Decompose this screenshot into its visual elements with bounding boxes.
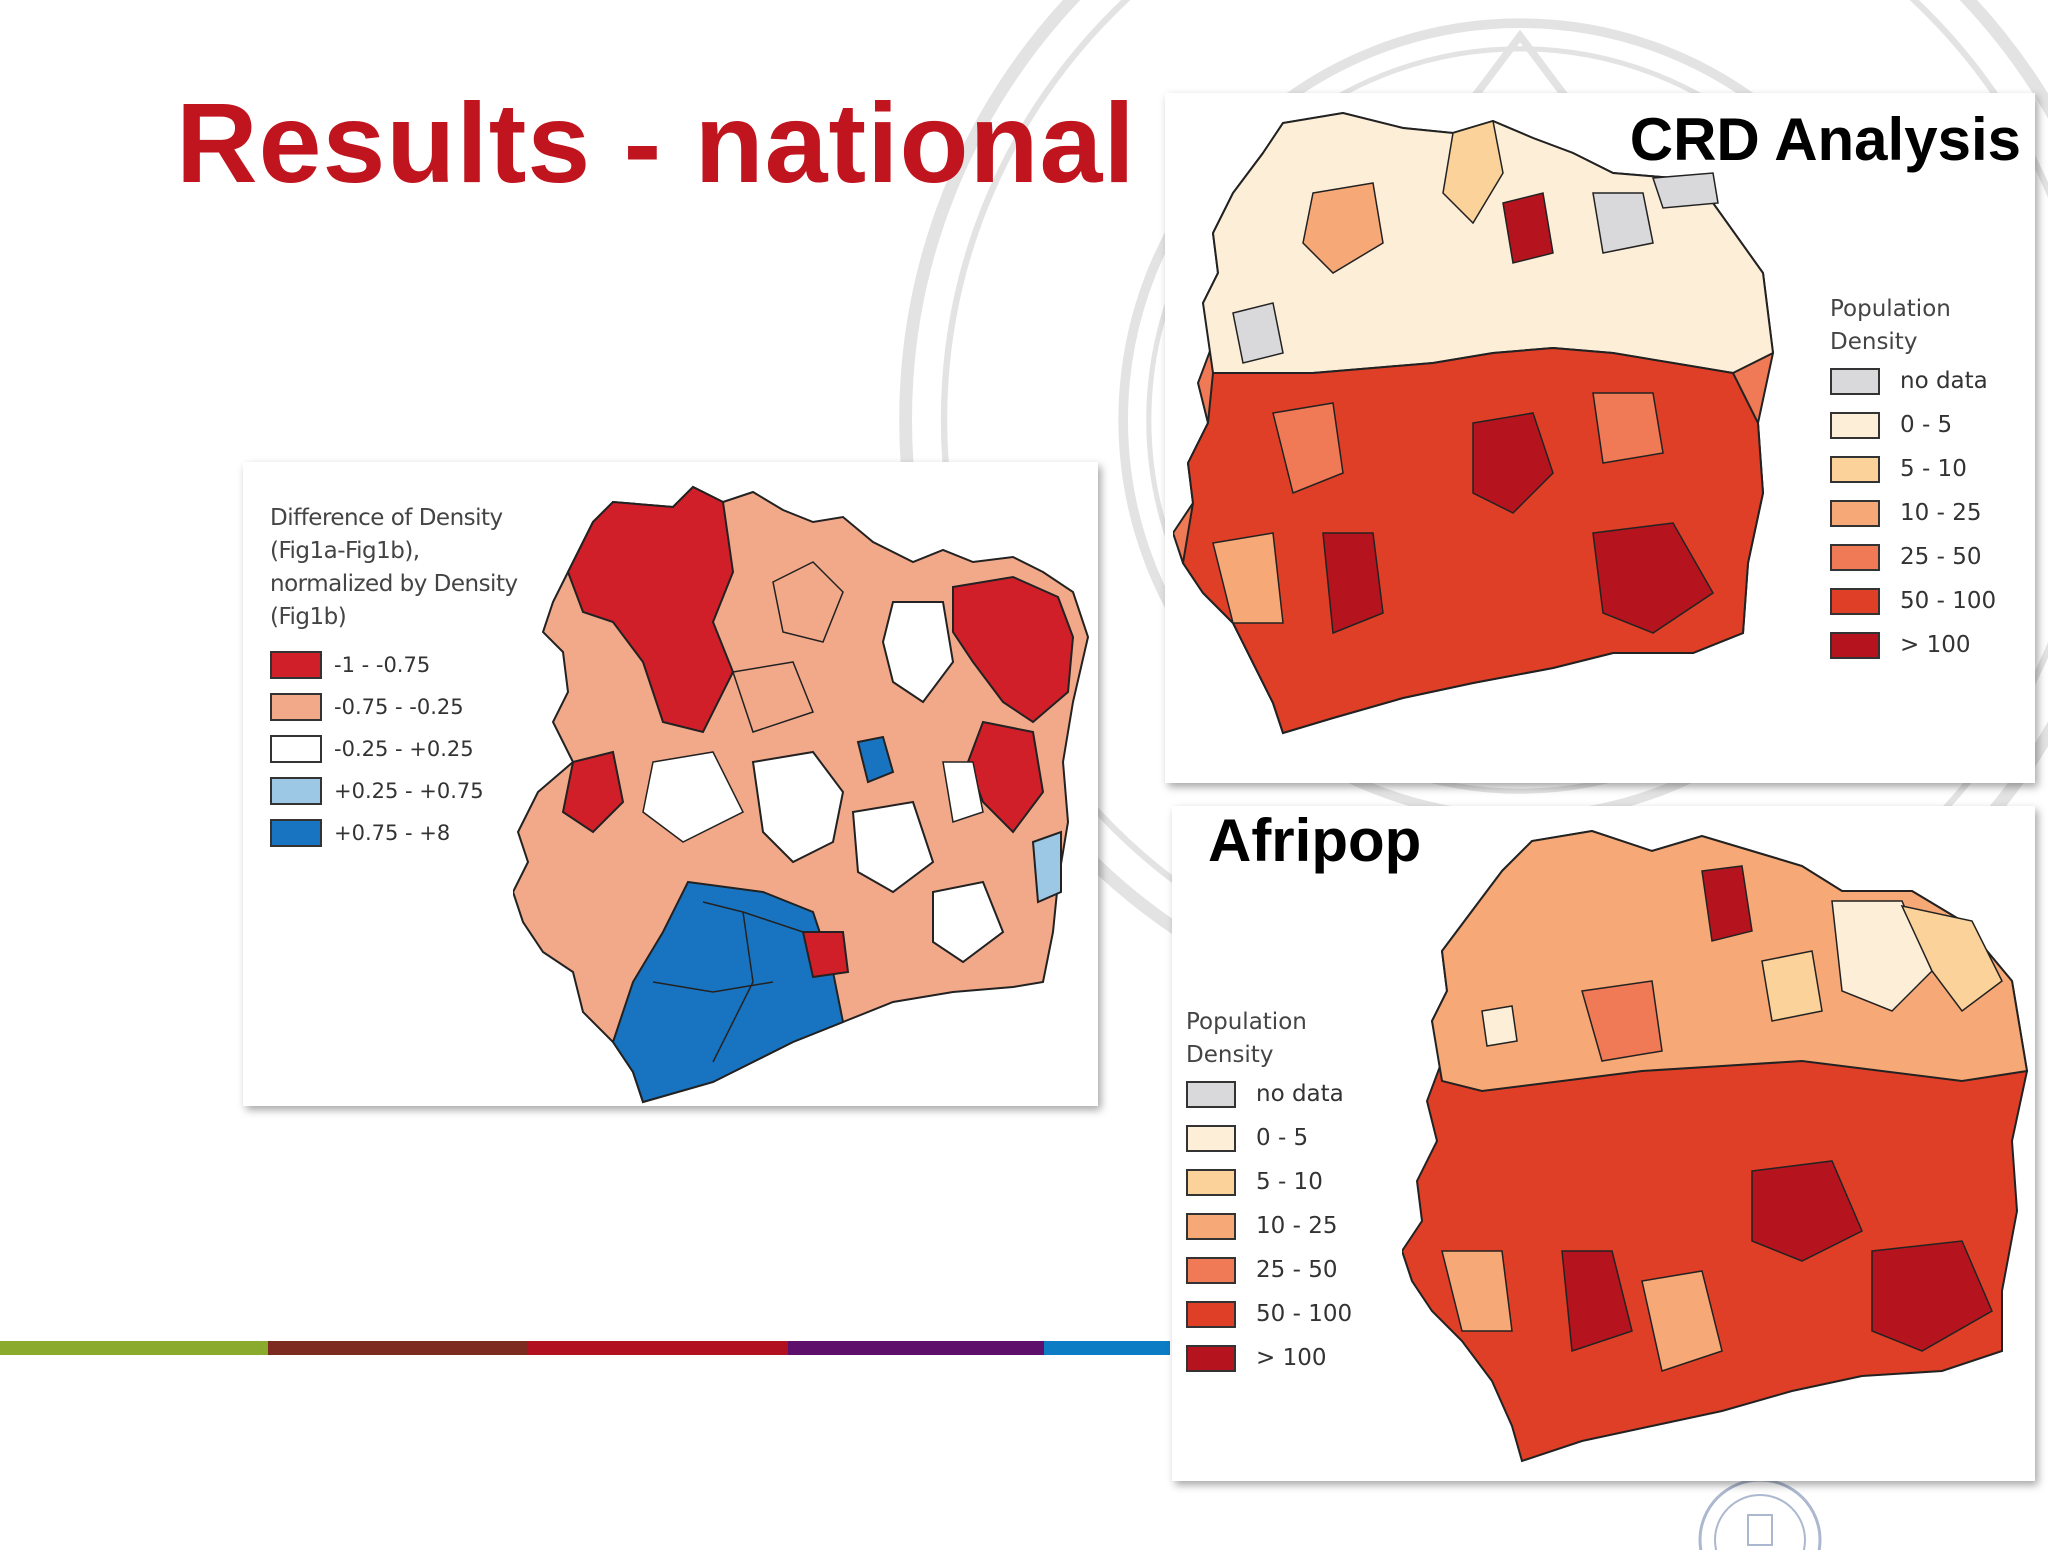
legend-swatch — [1830, 587, 1880, 615]
crd-legend: Population Density no data 0 - 5 5 - 10 … — [1830, 293, 2030, 667]
legend-swatch — [270, 651, 322, 679]
legend-item: +0.25 - +0.75 — [270, 770, 520, 812]
accent-bar-red — [528, 1341, 788, 1355]
legend-label: 0 - 5 — [1900, 412, 1953, 438]
legend-title: Population Density — [1830, 296, 1951, 355]
legend-item: 5 - 10 — [1186, 1160, 1386, 1204]
legend-swatch — [1186, 1080, 1236, 1108]
legend-label: 5 - 10 — [1900, 456, 1967, 482]
legend-title: Difference of Density (Fig1a-Fig1b), nor… — [270, 505, 518, 630]
legend-item: 5 - 10 — [1830, 447, 2030, 491]
accent-bar-brown — [268, 1341, 528, 1355]
legend-label: 50 - 100 — [1256, 1301, 1353, 1327]
legend-label: +0.25 - +0.75 — [334, 779, 484, 803]
accent-bar-green — [0, 1341, 268, 1355]
legend-swatch — [270, 693, 322, 721]
legend-swatch — [1186, 1168, 1236, 1196]
legend-item: 50 - 100 — [1830, 579, 2030, 623]
legend-label: no data — [1256, 1081, 1344, 1107]
accent-bar-purple — [788, 1341, 1044, 1355]
legend-item: 10 - 25 — [1186, 1204, 1386, 1248]
legend-label: -0.75 - -0.25 — [334, 695, 464, 719]
legend-swatch — [270, 777, 322, 805]
afripop-panel: Afripop Population Density no data 0 - 5… — [1172, 806, 2035, 1481]
legend-item: 25 - 50 — [1186, 1248, 1386, 1292]
legend-label: +0.75 - +8 — [334, 821, 451, 845]
legend-item: no data — [1186, 1072, 1386, 1116]
difference-map-legend: Difference of Density (Fig1a-Fig1b), nor… — [270, 502, 520, 854]
legend-swatch — [1186, 1344, 1236, 1372]
accent-bar-blue — [1044, 1341, 1170, 1355]
legend-item: -0.75 - -0.25 — [270, 686, 520, 728]
legend-title: Population Density — [1186, 1009, 1307, 1068]
legend-label: 25 - 50 — [1900, 544, 1982, 570]
legend-item: -0.25 - +0.25 — [270, 728, 520, 770]
afripop-map — [1402, 829, 2029, 1463]
legend-swatch — [1186, 1124, 1236, 1152]
legend-label: 0 - 5 — [1256, 1125, 1309, 1151]
legend-label: > 100 — [1900, 632, 1971, 658]
legend-label: > 100 — [1256, 1345, 1327, 1371]
crd-analysis-title: CRD Analysis — [1629, 106, 2021, 173]
legend-swatch — [270, 819, 322, 847]
legend-label: 10 - 25 — [1256, 1213, 1338, 1239]
legend-swatch — [1186, 1256, 1236, 1284]
legend-item: -1 - -0.75 — [270, 644, 520, 686]
legend-item: +0.75 - +8 — [270, 812, 520, 854]
legend-swatch — [1830, 499, 1880, 527]
legend-item: 10 - 25 — [1830, 491, 2030, 535]
afripop-title: Afripop — [1208, 807, 1422, 874]
slide-title: Results - national — [176, 80, 1136, 206]
afripop-legend: Population Density no data 0 - 5 5 - 10 … — [1186, 1006, 1386, 1380]
legend-label: 50 - 100 — [1900, 588, 1997, 614]
legend-label: no data — [1900, 368, 1988, 394]
legend-swatch — [1186, 1212, 1236, 1240]
legend-swatch — [1830, 543, 1880, 571]
legend-label: 5 - 10 — [1256, 1169, 1323, 1195]
legend-swatch — [1830, 367, 1880, 395]
legend-swatch — [270, 735, 322, 763]
legend-label: -0.25 - +0.25 — [334, 737, 474, 761]
difference-map — [513, 485, 1090, 1104]
legend-item: > 100 — [1186, 1336, 1386, 1380]
legend-item: > 100 — [1830, 623, 2030, 667]
accent-color-bar — [0, 1341, 1170, 1355]
crd-analysis-panel: CRD Analysis Population Density no data … — [1165, 93, 2035, 783]
legend-item: 0 - 5 — [1186, 1116, 1386, 1160]
legend-swatch — [1830, 631, 1880, 659]
legend-item: 0 - 5 — [1830, 403, 2030, 447]
seal-icon — [1698, 1478, 1822, 1550]
legend-swatch — [1186, 1300, 1236, 1328]
legend-item: 25 - 50 — [1830, 535, 2030, 579]
legend-label: 25 - 50 — [1256, 1257, 1338, 1283]
legend-swatch — [1830, 455, 1880, 483]
legend-swatch — [1830, 411, 1880, 439]
legend-item: no data — [1830, 359, 2030, 403]
legend-label: -1 - -0.75 — [334, 653, 431, 677]
crd-analysis-map — [1173, 111, 1775, 735]
legend-item: 50 - 100 — [1186, 1292, 1386, 1336]
legend-label: 10 - 25 — [1900, 500, 1982, 526]
difference-map-panel: Difference of Density (Fig1a-Fig1b), nor… — [243, 462, 1098, 1106]
